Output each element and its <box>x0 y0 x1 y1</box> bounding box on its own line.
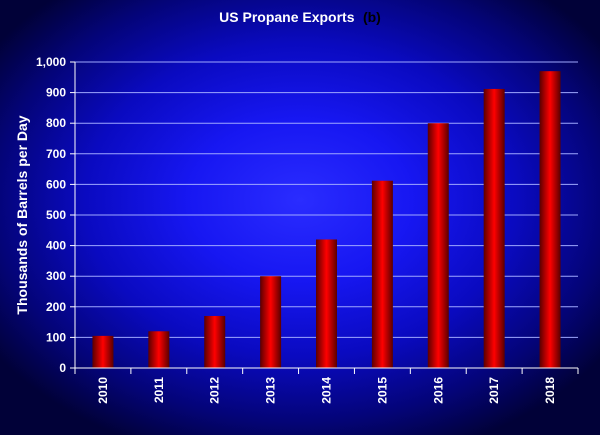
y-tick-label: 200 <box>46 300 66 314</box>
x-tick-label: 2011 <box>152 377 166 403</box>
x-tick-label: 2018 <box>543 377 557 404</box>
y-tick-label: 0 <box>59 361 66 375</box>
chart-title-main: US Propane Exports <box>219 9 355 25</box>
x-tick-label: 2013 <box>264 377 278 404</box>
x-tick-label: 2015 <box>375 377 389 404</box>
axes <box>70 61 579 374</box>
x-tick-label: 2010 <box>96 377 110 404</box>
y-tick-label: 400 <box>46 239 66 253</box>
chart-title: US Propane Exports (b) <box>219 9 381 26</box>
x-tick-labels: 2010 2011 2012 2013 2014 2015 2016 2017 2018 <box>96 377 557 404</box>
x-tick-label: 2014 <box>320 377 334 404</box>
bars <box>92 71 561 369</box>
bar <box>483 88 505 368</box>
y-tick-label: 100 <box>46 330 66 344</box>
bar <box>92 335 114 368</box>
x-tick-label: 2017 <box>487 377 501 404</box>
y-tick-label: 300 <box>46 269 66 283</box>
bar <box>316 239 337 368</box>
y-axis-label: Thousands of Barrels per Day <box>14 115 30 314</box>
bar <box>539 71 561 369</box>
bar <box>148 331 170 368</box>
y-tick-label: 700 <box>46 147 66 161</box>
gridlines <box>75 61 578 338</box>
x-tick-label: 2016 <box>431 377 445 404</box>
y-tick-label: 1,000 <box>36 55 66 69</box>
y-tick-label: 900 <box>46 86 66 100</box>
y-tick-labels: 0 100 200 300 400 500 600 700 800 900 1,000 <box>36 55 66 375</box>
chart-title-suffix: (b) <box>363 9 381 25</box>
x-tick-label: 2012 <box>208 377 222 404</box>
y-tick-label: 800 <box>46 116 66 130</box>
y-tick-label: 600 <box>46 177 66 191</box>
bar <box>427 123 449 368</box>
bar <box>371 180 393 368</box>
bar <box>260 276 282 368</box>
y-tick-label: 500 <box>46 208 66 222</box>
bar <box>204 315 226 368</box>
